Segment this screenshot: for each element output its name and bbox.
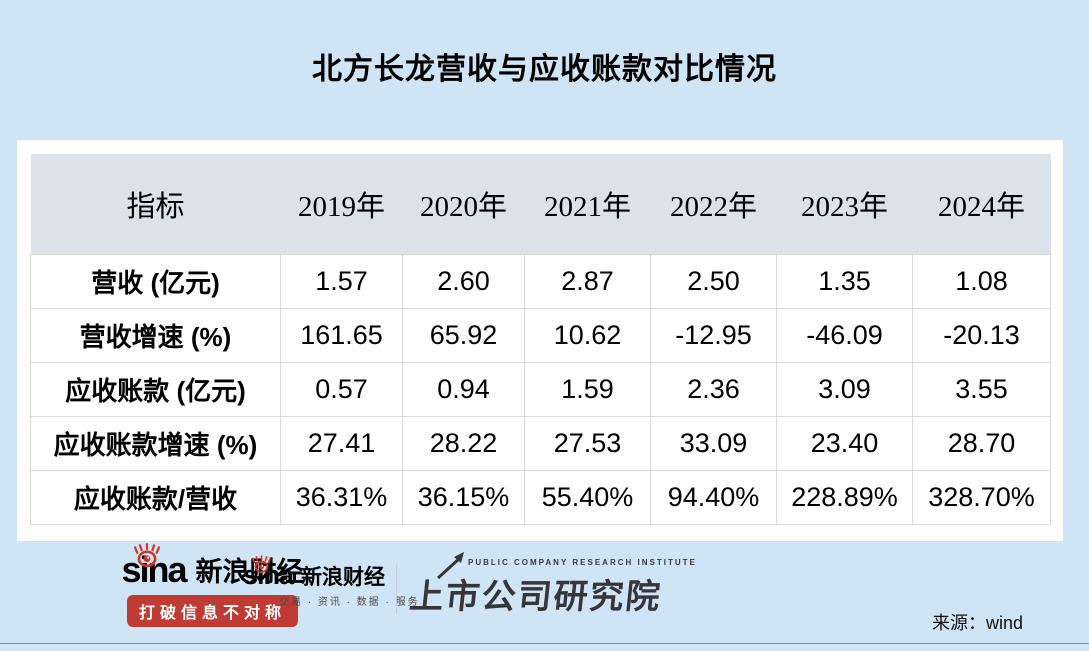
institute-name-en: PUBLIC COMPANY RESEARCH INSTITUTE bbox=[468, 558, 697, 567]
table-cell: 2.50 bbox=[650, 254, 777, 309]
table-cell: 3.09 bbox=[776, 362, 913, 417]
page-title: 北方长龙营收与应收账款对比情况 bbox=[312, 53, 777, 86]
sina-brand-name: 新浪财经 bbox=[195, 557, 304, 588]
sina-eye-icon bbox=[252, 551, 271, 578]
header-cell-year: 2022年 bbox=[650, 154, 777, 255]
table-cell: 1.08 bbox=[912, 254, 1051, 309]
table-cell: 2.60 bbox=[402, 254, 525, 309]
table-cell: 228.89% bbox=[776, 470, 913, 525]
sina-wordmark: sina bbox=[121, 543, 188, 588]
table-cell: 94.40% bbox=[650, 470, 777, 525]
table-cell: 3.55 bbox=[912, 362, 1051, 417]
header-cell-year: 2023年 bbox=[776, 154, 913, 255]
table-cell: 1.35 bbox=[776, 254, 913, 309]
sina-slogan-badge: 打破信息不对称 bbox=[126, 595, 298, 627]
table-cell: 2.87 bbox=[524, 254, 651, 309]
table-cell: 0.57 bbox=[280, 362, 403, 417]
table-cell: 28.22 bbox=[402, 416, 525, 471]
table-cell: 27.53 bbox=[524, 416, 651, 471]
header-cell-year: 2024年 bbox=[912, 154, 1051, 255]
bottom-rule bbox=[0, 643, 1089, 644]
table-cell: 27.41 bbox=[280, 416, 403, 471]
row-label: 营收增速 (%) bbox=[30, 308, 281, 363]
table-header-row: 指标 2019年 2020年 2021年 2022年 2023年 2024年 bbox=[30, 154, 1051, 255]
table-row-receivables-ratio: 应收账款/营收 36.31% 36.15% 55.40% 94.40% 228.… bbox=[30, 470, 1051, 525]
footer-divider bbox=[396, 564, 397, 614]
table-card: 指标 2019年 2020年 2021年 2022年 2023年 2024年 营… bbox=[17, 140, 1063, 541]
table-cell: 55.40% bbox=[524, 470, 651, 525]
table-cell: 28.70 bbox=[912, 416, 1051, 471]
row-label: 应收账款 (亿元) bbox=[30, 362, 281, 417]
institute-name-cn: 上市公司研究院 bbox=[407, 578, 664, 616]
data-table: 指标 2019年 2020年 2021年 2022年 2023年 2024年 营… bbox=[30, 154, 1051, 525]
sina-eye-icon bbox=[134, 537, 161, 573]
research-institute-logo: PUBLIC COMPANY RESEARCH INSTITUTE 上市公司研究… bbox=[407, 552, 697, 618]
sina-brand-name: 新浪财经 bbox=[301, 565, 386, 589]
header-cell-year: 2021年 bbox=[524, 154, 651, 255]
trend-arrow-icon bbox=[434, 550, 468, 585]
header-cell-metric: 指标 bbox=[30, 154, 281, 255]
header-cell-year: 2019年 bbox=[280, 154, 403, 255]
table-cell: 0.94 bbox=[402, 362, 525, 417]
row-label: 营收 (亿元) bbox=[30, 254, 281, 309]
table-cell: 1.59 bbox=[524, 362, 651, 417]
table-row-receivables: 应收账款 (亿元) 0.57 0.94 1.59 2.36 3.09 3.55 bbox=[30, 362, 1051, 417]
table-cell: -20.13 bbox=[912, 308, 1051, 363]
data-source-note: 来源：wind bbox=[931, 613, 1023, 633]
table-cell: -46.09 bbox=[776, 308, 913, 363]
table-row-receivables-growth: 应收账款增速 (%) 27.41 28.22 27.53 33.09 23.40… bbox=[30, 416, 1051, 471]
table-row-revenue: 营收 (亿元) 1.57 2.60 2.87 2.50 1.35 1.08 bbox=[30, 254, 1051, 309]
sina-finance-logo-primary: sina 新浪财经 打破信息不对称 bbox=[95, 543, 330, 627]
table-row-revenue-growth: 营收增速 (%) 161.65 65.92 10.62 -12.95 -46.0… bbox=[30, 308, 1051, 363]
table-cell: 36.31% bbox=[280, 470, 403, 525]
footer: sina 新浪财经 打破信息不对称 sina 新浪财经 交易 · 资讯 · 数据… bbox=[0, 543, 1089, 628]
sina-finance-logo-secondary: sina 新浪财经 交易 · 资讯 · 数据 · 服务 bbox=[243, 555, 420, 608]
row-label: 应收账款增速 (%) bbox=[30, 416, 281, 471]
table-cell: 65.92 bbox=[402, 308, 525, 363]
row-label: 应收账款/营收 bbox=[30, 470, 281, 525]
header-cell-year: 2020年 bbox=[402, 154, 525, 255]
table-cell: 10.62 bbox=[524, 308, 651, 363]
table-cell: 1.57 bbox=[280, 254, 403, 309]
table-cell: 161.65 bbox=[280, 308, 403, 363]
sina-wordmark: sina bbox=[243, 555, 294, 589]
table-cell: 36.15% bbox=[402, 470, 525, 525]
table-cell: 2.36 bbox=[650, 362, 777, 417]
table-cell: 328.70% bbox=[912, 470, 1051, 525]
table-cell: -12.95 bbox=[650, 308, 777, 363]
table-cell: 23.40 bbox=[776, 416, 913, 471]
table-cell: 33.09 bbox=[650, 416, 777, 471]
sina-services-tagline: 交易 · 资讯 · 数据 · 服务 bbox=[279, 597, 420, 608]
